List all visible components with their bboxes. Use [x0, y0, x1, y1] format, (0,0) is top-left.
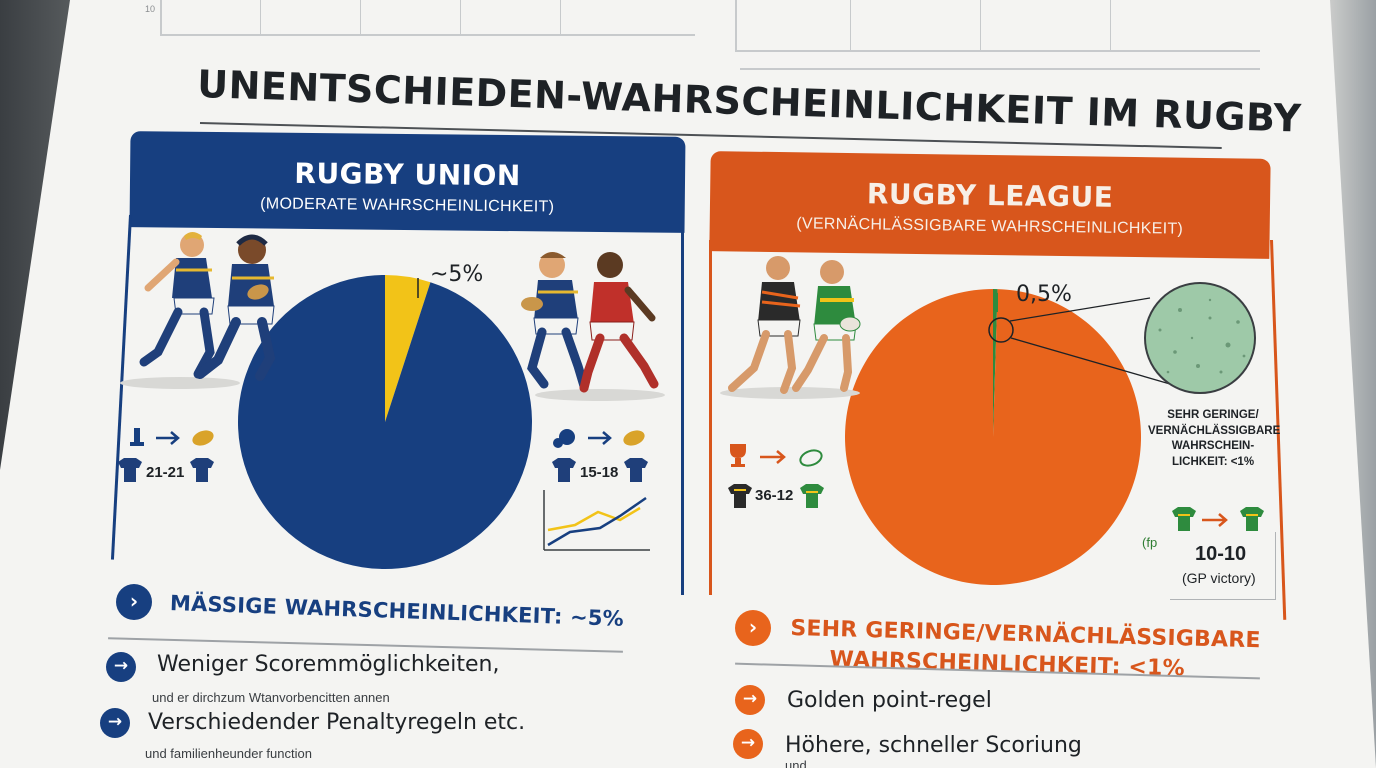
note-line: WAHRSCHEIN- [1171, 440, 1255, 453]
table-line [560, 0, 561, 34]
jersey-icon [1172, 507, 1196, 531]
jersey-icon [118, 458, 142, 482]
table-line [360, 0, 361, 34]
trophy-icon [730, 444, 746, 467]
jersey-icon [190, 458, 214, 482]
table-line [1110, 0, 1111, 50]
table-line [740, 68, 1260, 70]
right-arrow-icon: → [100, 708, 130, 738]
gp-tag: (fp [1142, 535, 1158, 550]
right-arrow-icon: → [733, 729, 763, 759]
table-line [735, 0, 737, 50]
union-bullet-1-sub: und er dirchzum Wtanvorbencitten annen [152, 690, 390, 705]
right-arrow-icon: → [106, 652, 136, 682]
note-line: LICHKEIT: <1% [1171, 455, 1255, 468]
union-bullet-1: Weniger Scoremmöglichkeiten, [157, 652, 500, 677]
union-players-right [521, 252, 665, 401]
jersey-icon [728, 484, 752, 508]
gp-box [1170, 532, 1276, 600]
trophy-icon [130, 428, 144, 446]
union-score-left: 21-21 [146, 464, 185, 481]
union-frame-right [681, 220, 684, 595]
table-line [980, 0, 981, 50]
note-line: VERNÄCHLÄSSIGBARE [1148, 424, 1281, 437]
chevron-right-icon: › [116, 584, 152, 620]
union-bullet-2: Verschiedender Penaltyregeln etc. [148, 710, 526, 735]
pie-slice-kein-unentschieden [238, 275, 532, 569]
jersey-icon [800, 484, 824, 508]
union-pie-chart [238, 275, 532, 569]
right-arrow-icon [588, 431, 612, 445]
pie-slice-unentschieden [385, 275, 431, 422]
jersey-icon [552, 458, 576, 482]
table-line [160, 34, 695, 36]
league-zoom-note: SEHR GERINGE/ VERNÄCHLÄSSIGBARE WAHRSCHE… [1148, 408, 1281, 470]
union-bullet-2-sub: und familienheunder function [145, 746, 312, 761]
league-bullet-2-sub: und [785, 758, 807, 768]
right-arrow-icon [156, 431, 180, 445]
league-pie-chart [845, 289, 1142, 585]
table-line [260, 0, 261, 34]
right-arrow-icon: → [735, 685, 765, 715]
right-arrow-icon [760, 450, 786, 464]
mini-trend-chart [543, 490, 650, 551]
gp-score: 10-10 [1195, 543, 1247, 565]
league-bullet-1: Golden point-regel [787, 688, 992, 713]
note-line: SEHR GERINGE/ [1167, 409, 1259, 421]
magnifier-detail [988, 282, 1256, 394]
rugby-ball-icon [623, 430, 645, 446]
jersey-icon [624, 458, 648, 482]
union-score-right: 15-18 [580, 464, 619, 481]
rugby-ball-icon [192, 430, 214, 446]
helmet-icon [553, 429, 575, 448]
rugby-ball-icon [799, 449, 823, 467]
jersey-icon [1240, 507, 1264, 531]
gp-caption: (GP victory) [1182, 570, 1256, 586]
pie-slice-unentschieden [993, 289, 998, 437]
table-line [160, 0, 162, 36]
union-pie-label: ~5% [430, 262, 484, 287]
table-line [735, 50, 1260, 52]
union-players-left [120, 232, 276, 389]
chevron-right-icon: › [735, 610, 771, 646]
table-line [460, 0, 461, 34]
pie-slice-kein-unentschieden [845, 289, 1142, 585]
right-arrow-icon [1202, 513, 1228, 527]
league-frame-left [709, 240, 712, 595]
table-row-number: 10 [145, 4, 156, 14]
league-pie-label: 0,5% [1016, 282, 1072, 307]
league-bullet-2: Höhere, schneller Scoriung [785, 733, 1082, 758]
league-players [720, 256, 861, 399]
league-score-left: 36-12 [755, 487, 794, 504]
table-line [850, 0, 851, 50]
